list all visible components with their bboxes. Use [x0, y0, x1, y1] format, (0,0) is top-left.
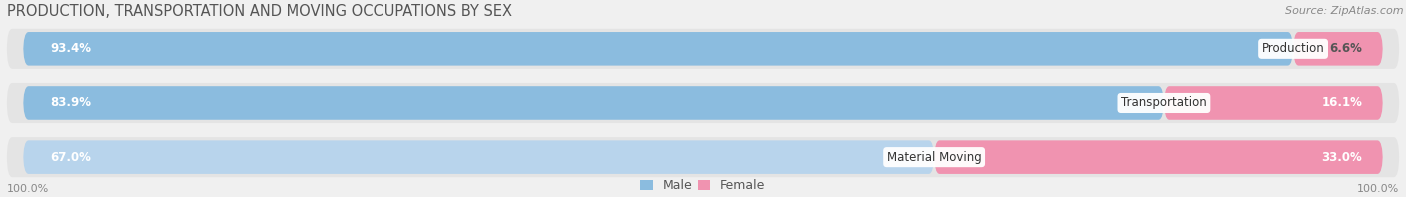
FancyBboxPatch shape [22, 140, 934, 174]
Text: Production: Production [1261, 42, 1324, 55]
Text: 100.0%: 100.0% [7, 184, 49, 194]
Text: Transportation: Transportation [1121, 97, 1206, 110]
Text: 16.1%: 16.1% [1322, 97, 1362, 110]
Text: 100.0%: 100.0% [1357, 184, 1399, 194]
FancyBboxPatch shape [1164, 86, 1384, 120]
FancyBboxPatch shape [7, 83, 1399, 123]
Text: Source: ZipAtlas.com: Source: ZipAtlas.com [1285, 6, 1403, 16]
Text: 83.9%: 83.9% [51, 97, 91, 110]
FancyBboxPatch shape [7, 29, 1399, 69]
Text: PRODUCTION, TRANSPORTATION AND MOVING OCCUPATIONS BY SEX: PRODUCTION, TRANSPORTATION AND MOVING OC… [7, 4, 512, 19]
FancyBboxPatch shape [22, 32, 1294, 66]
FancyBboxPatch shape [7, 137, 1399, 177]
FancyBboxPatch shape [934, 140, 1384, 174]
Text: Material Moving: Material Moving [887, 151, 981, 164]
FancyBboxPatch shape [22, 86, 1164, 120]
FancyBboxPatch shape [1294, 32, 1384, 66]
Text: 93.4%: 93.4% [51, 42, 91, 55]
Text: 67.0%: 67.0% [51, 151, 91, 164]
Text: 33.0%: 33.0% [1322, 151, 1362, 164]
Text: 6.6%: 6.6% [1330, 42, 1362, 55]
Legend: Male, Female: Male, Female [641, 179, 765, 192]
